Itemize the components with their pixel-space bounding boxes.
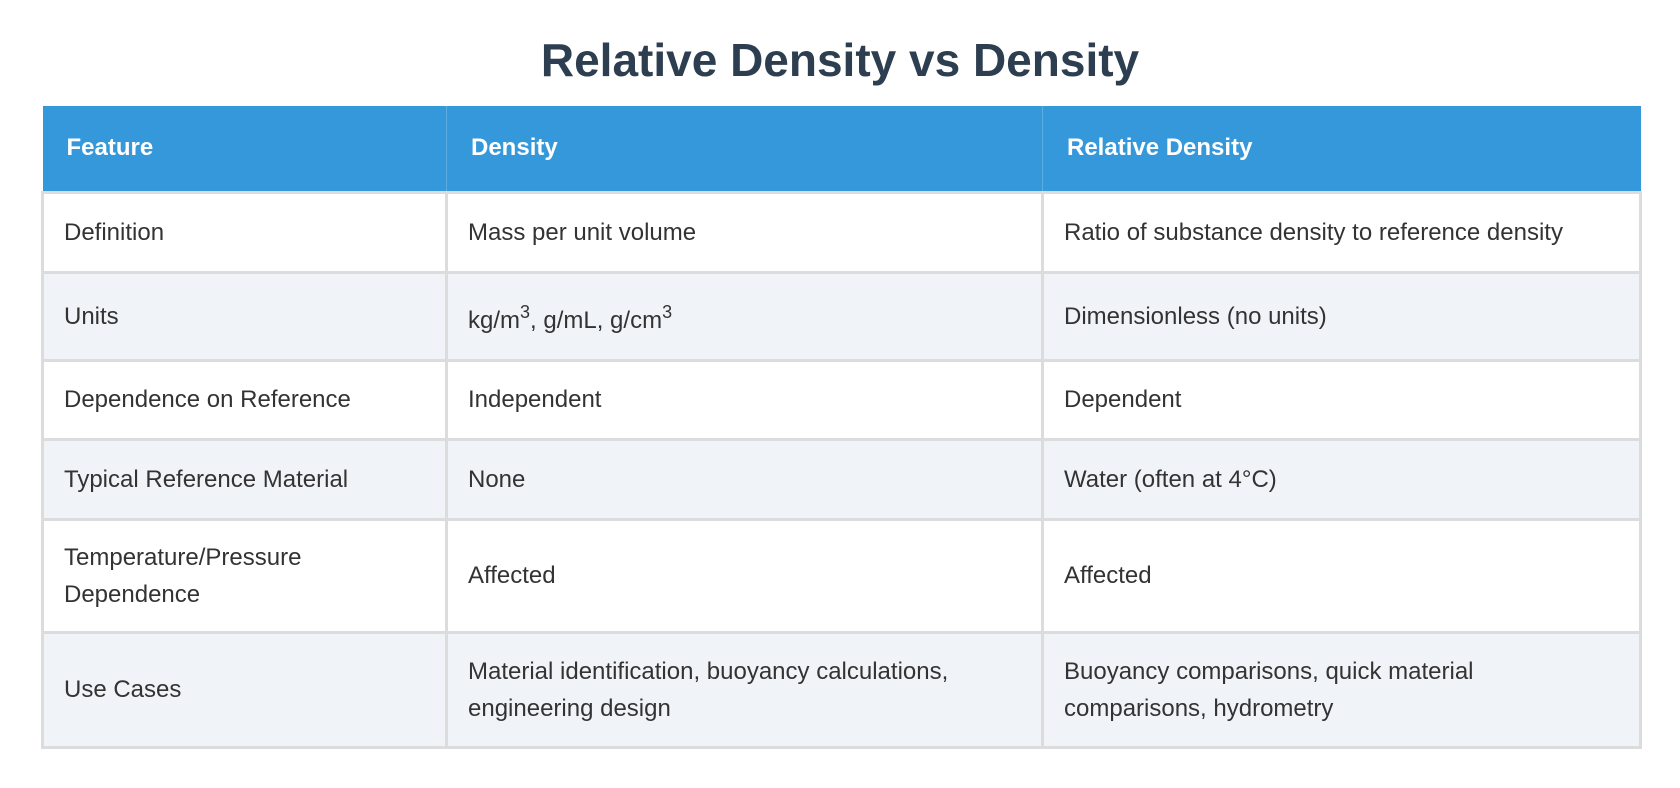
units-text: kg/m3, g/mL, g/cm3: [468, 303, 672, 334]
unit-kg-per-m: kg/m: [468, 306, 521, 334]
column-header-relative-density: Relative Density: [1042, 106, 1641, 192]
comparison-table: Feature Density Relative Density Definit…: [41, 106, 1642, 749]
comparison-table-container: Feature Density Relative Density Definit…: [41, 106, 1642, 749]
cell-density: Affected: [445, 517, 1044, 634]
cell-feature: Temperature/Pressure Dependence: [41, 517, 448, 634]
table-row-use-cases: Use Cases Material identification, buoya…: [41, 630, 1642, 749]
cell-relative-density: Water (often at 4°C): [1041, 437, 1642, 521]
table-row-typical-reference-material: Typical Reference Material None Water (o…: [41, 437, 1642, 521]
column-header-density: Density: [446, 106, 1043, 192]
cell-density: kg/m3, g/mL, g/cm3: [445, 270, 1044, 362]
cell-density: Mass per unit volume: [445, 190, 1044, 274]
superscript-3: 3: [662, 301, 673, 322]
table-row-dependence-on-reference: Dependence on Reference Independent Depe…: [41, 358, 1642, 441]
table-row-definition: Definition Mass per unit volume Ratio of…: [41, 190, 1642, 274]
unit-g-per-ml-g-per-cm: , g/mL, g/cm: [530, 306, 663, 334]
cell-density: Material identification, buoyancy calcul…: [445, 630, 1044, 749]
cell-feature: Dependence on Reference: [41, 358, 448, 441]
cell-feature: Typical Reference Material: [41, 437, 448, 521]
cell-relative-density: Dependent: [1041, 358, 1642, 441]
column-header-feature: Feature: [42, 106, 447, 192]
page-title: Relative Density vs Density: [540, 34, 1140, 86]
cell-feature: Units: [41, 270, 448, 362]
superscript-3: 3: [520, 301, 531, 322]
cell-feature: Definition: [41, 190, 448, 274]
cell-relative-density: Buoyancy comparisons, quick material com…: [1041, 630, 1642, 749]
cell-relative-density: Affected: [1041, 517, 1642, 634]
table-body: Definition Mass per unit volume Ratio of…: [41, 190, 1642, 749]
cell-relative-density: Ratio of substance density to reference …: [1041, 190, 1642, 274]
cell-density: Independent: [445, 358, 1044, 441]
table-row-units: Units kg/m3, g/mL, g/cm3 Dimensionless (…: [41, 270, 1642, 362]
table-row-temperature-pressure-dependence: Temperature/Pressure Dependence Affected…: [41, 517, 1642, 634]
table-header: Feature Density Relative Density: [42, 106, 1641, 192]
cell-feature: Use Cases: [41, 630, 448, 749]
cell-density: None: [445, 437, 1044, 521]
cell-relative-density: Dimensionless (no units): [1041, 270, 1642, 362]
header-row: Feature Density Relative Density: [42, 106, 1641, 192]
